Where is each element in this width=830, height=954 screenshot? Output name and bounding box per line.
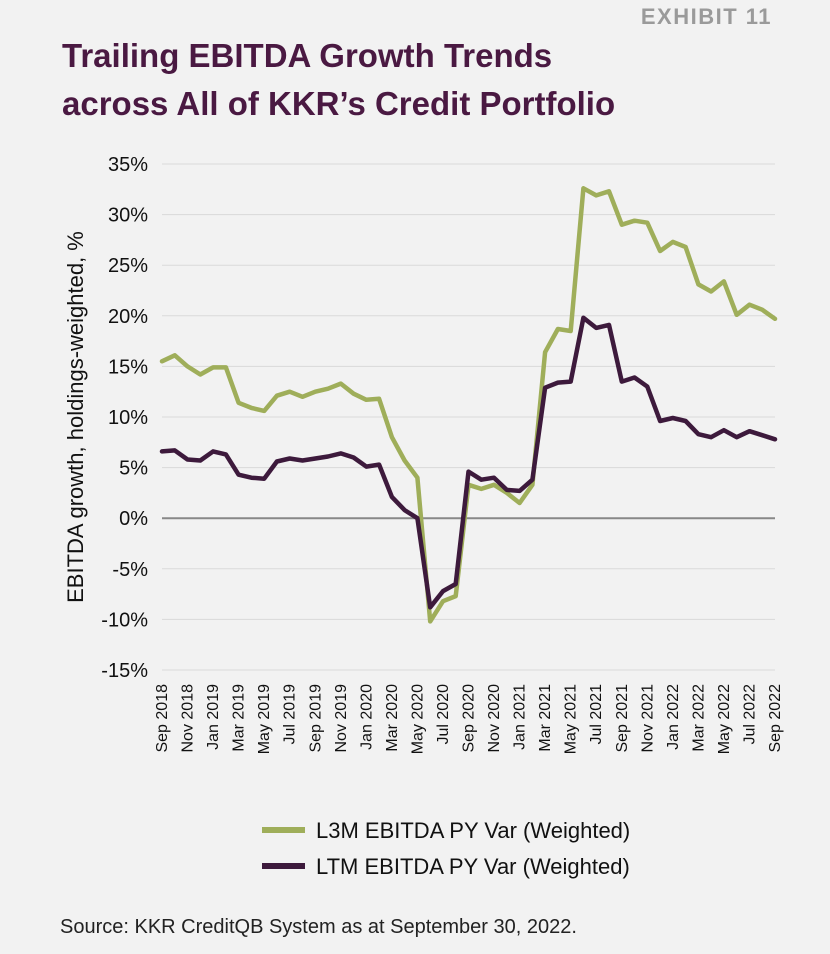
line-chart: 35% 30% 25% 20% 15% 10% 5% 0% -5% -10% -15% Sep 20… [63, 154, 784, 879]
x-tick-label: Nov 2018 [180, 684, 197, 753]
y-tick-label: 0% [119, 508, 148, 530]
x-tick-label: Jul 2022 [741, 684, 758, 745]
x-tick-label: Jul 2019 [282, 684, 299, 745]
y-tick-label: 5% [119, 458, 148, 480]
x-tick-label: Nov 2020 [486, 684, 503, 753]
y-tick-label: 25% [108, 255, 148, 277]
x-tick-label: Mar 2021 [537, 684, 554, 752]
chart-title-line-1: Trailing EBITDA Growth Trends [62, 37, 553, 74]
x-tick-label: May 2020 [409, 684, 426, 754]
y-tick-label: 30% [108, 205, 148, 227]
x-tick-label: Sep 2018 [154, 684, 171, 753]
x-tick-label: Mar 2022 [690, 684, 707, 752]
x-tick-label: Jan 2019 [205, 684, 222, 750]
legend: L3M EBITDA PY Var (Weighted) LTM EBITDA P… [262, 818, 630, 879]
x-tick-label: Sep 2019 [307, 684, 324, 753]
y-tick-label: -15% [101, 660, 148, 682]
x-tick-label: Jul 2020 [435, 684, 452, 745]
chart-title-line-2: across All of KKR’s Credit Portfolio [62, 85, 616, 122]
x-tick-label: May 2022 [716, 684, 733, 754]
x-tick-label: Mar 2020 [384, 684, 401, 752]
x-tick-label: May 2019 [256, 684, 273, 754]
series-lines [159, 186, 778, 624]
x-tick-label: Jan 2022 [665, 684, 682, 750]
x-tick-label: Nov 2021 [639, 684, 656, 753]
y-axis-ticks: 35% 30% 25% 20% 15% 10% 5% 0% -5% -10% -15% [101, 154, 148, 682]
x-tick-label: Nov 2019 [333, 684, 350, 753]
x-tick-label: Sep 2020 [461, 684, 478, 753]
y-tick-label: 20% [108, 306, 148, 328]
x-tick-label: Mar 2019 [231, 684, 248, 752]
y-tick-label: 35% [108, 154, 148, 176]
legend-label-ltm: LTM EBITDA PY Var (Weighted) [316, 854, 630, 879]
y-tick-label: 10% [108, 407, 148, 429]
x-axis-ticks: Sep 2018 Nov 2018 Jan 2019 Mar 2019 May 2019… [154, 684, 784, 754]
y-tick-label: 15% [108, 356, 148, 378]
series-line-l3m [159, 186, 778, 624]
legend-label-l3m: L3M EBITDA PY Var (Weighted) [316, 818, 630, 843]
gridlines [162, 163, 775, 671]
x-tick-label: Jan 2020 [358, 684, 375, 750]
x-tick-label: May 2021 [563, 684, 580, 754]
chart-title: Trailing EBITDA Growth Trends across All… [62, 32, 615, 128]
y-tick-label: -5% [112, 559, 148, 581]
source-note: Source: KKR CreditQB System as at Septem… [60, 916, 577, 938]
x-tick-label: Jul 2021 [588, 684, 605, 745]
exhibit-label: EXHIBIT 11 [640, 4, 772, 29]
y-axis-label: EBITDA growth, holdings-weighted, % [63, 231, 88, 603]
x-tick-label: Jan 2021 [512, 684, 529, 750]
y-tick-label: -10% [101, 609, 148, 631]
x-tick-label: Sep 2022 [767, 684, 784, 753]
series-line-ltm [159, 315, 778, 610]
x-tick-label: Sep 2021 [614, 684, 631, 753]
